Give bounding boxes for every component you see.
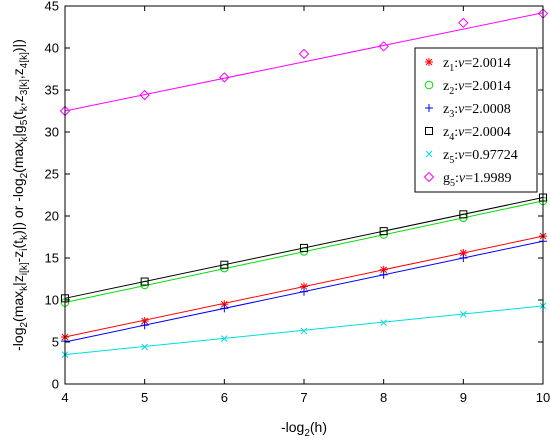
x-tick-label: 4 — [61, 390, 68, 405]
legend-entry: z1:ν=2.0014 — [443, 56, 511, 74]
y-axis-label: -log2(maxk|zi[k]-zi(tk)|) or -log2(maxk|… — [10, 39, 30, 351]
series-4-point — [459, 210, 468, 219]
y-tick-label: 15 — [45, 251, 59, 266]
series-4-fit-line — [64, 197, 544, 299]
y-tick-label: 20 — [45, 209, 59, 224]
series-4-point — [140, 277, 149, 286]
series-6-point — [378, 41, 389, 52]
legend-marker — [425, 104, 433, 112]
x-axis-label: -log2(h) — [281, 419, 327, 439]
legend-box — [414, 47, 538, 193]
y-tick-label: 35 — [45, 83, 59, 98]
series-6-point — [458, 17, 469, 29]
legend-entry: g5:ν=1.9989 — [443, 171, 512, 189]
legend-marker — [425, 127, 433, 135]
series-3-point — [459, 254, 468, 262]
legend: z1:ν=2.0014 z2:ν=2.0014 z3:ν=2.0008 z4:ν=2.… — [414, 47, 538, 193]
y-tick-label: 5 — [52, 335, 59, 350]
series-5-point — [459, 310, 467, 318]
y-tick-label: 25 — [45, 167, 59, 182]
series-1-point — [300, 282, 308, 291]
legend-entry: z4:ν=2.0004 — [443, 125, 511, 143]
y-tick-label: 45 — [45, 0, 59, 14]
series-1-point — [459, 248, 468, 257]
series-4-point — [379, 227, 388, 236]
series-6-fit-line — [64, 12, 544, 112]
series-6-point — [298, 48, 310, 60]
series-4-point — [220, 260, 229, 269]
x-tick-label: 8 — [380, 390, 387, 405]
legend-entry: z2:ν=2.0014 — [443, 79, 511, 97]
legend-marker — [425, 58, 433, 66]
legend-entry: z3:ν=2.0008 — [443, 102, 511, 120]
series-3-point — [220, 304, 229, 313]
x-tick-label: 7 — [300, 390, 307, 405]
series-1-point — [220, 300, 229, 309]
y-tick-label: 30 — [45, 125, 59, 140]
series-5-point — [141, 343, 149, 351]
x-tick-label: 10 — [536, 390, 550, 405]
legend-marker — [425, 150, 433, 158]
series-1-point — [379, 265, 388, 274]
legend-marker — [423, 171, 435, 183]
series-6-point — [139, 89, 150, 101]
series-5-point — [380, 319, 388, 327]
series-4-point — [300, 243, 308, 252]
y-tick-label: 10 — [45, 293, 59, 308]
legend-entry: z5:ν=0.97724 — [443, 148, 518, 166]
series-3-point — [379, 270, 388, 279]
series-5-point — [300, 327, 308, 335]
y-tick-label: 0 — [52, 377, 59, 392]
y-tick-label: 40 — [45, 41, 59, 56]
x-tick-label: 5 — [141, 390, 148, 405]
series-3-point — [300, 287, 308, 296]
series-6-point — [219, 72, 230, 83]
legend-marker — [424, 80, 434, 90]
series-3-point — [140, 321, 149, 330]
series-5-point — [220, 335, 228, 342]
x-tick-label: 6 — [221, 390, 228, 405]
series-1-point — [140, 317, 149, 325]
x-tick-label: 9 — [460, 390, 467, 405]
